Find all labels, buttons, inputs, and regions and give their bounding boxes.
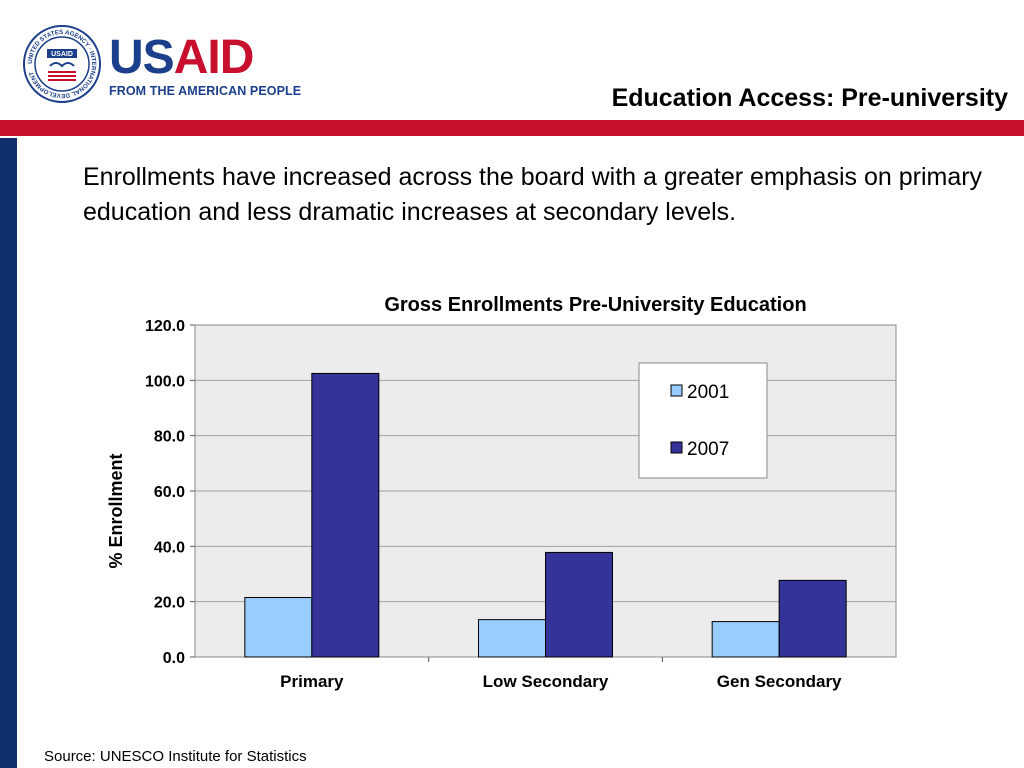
seal-center-label: USAID	[51, 51, 73, 58]
x-category-label: Low Secondary	[483, 672, 609, 691]
chart-title: Gross Enrollments Pre-University Educati…	[384, 294, 806, 316]
y-tick-label: 100.0	[145, 373, 185, 390]
y-tick-label: 80.0	[154, 429, 185, 446]
logo-word-us: US	[109, 31, 175, 84]
bar-2001-primary	[244, 597, 313, 658]
bar-2001-low-secondary	[478, 619, 546, 658]
logo-word-aid: AID	[173, 31, 255, 84]
y-tick-label: 60.0	[154, 484, 185, 501]
legend-swatch-2001	[670, 384, 683, 397]
x-category-label: Primary	[280, 672, 344, 691]
y-tick-label: 40.0	[154, 539, 185, 556]
logo-tagline: FROM THE AMERICAN PEOPLE	[109, 84, 302, 98]
source-note: Source: UNESCO Institute for Statistics	[44, 748, 307, 765]
legend-swatch-2007	[670, 441, 683, 454]
legend-box	[638, 362, 768, 479]
y-tick-label: 0.0	[163, 650, 185, 667]
y-tick-label: 20.0	[154, 595, 185, 612]
header-divider	[0, 120, 1024, 136]
intro-paragraph: Enrollments have increased across the bo…	[83, 163, 983, 226]
slide-title: Education Access: Pre-university	[611, 84, 1008, 112]
bar-2007-primary	[311, 372, 380, 658]
usaid-seal-icon: UNITED STATES AGENCY · INTERNATIONAL DEV…	[23, 25, 101, 103]
bar-2007-gen-secondary	[778, 579, 847, 658]
sidebar-stripe	[0, 138, 17, 768]
x-category-label: Gen Secondary	[717, 672, 842, 691]
bar-2001-gen-secondary	[711, 621, 780, 658]
y-tick-label: 120.0	[145, 318, 185, 335]
bar-2007-low-secondary	[545, 551, 613, 658]
y-axis-label: % Enrollment	[106, 453, 126, 568]
legend-label-2007: 2007	[687, 439, 729, 460]
legend-label-2001: 2001	[687, 382, 729, 403]
usaid-wordmark: USAID FROM THE AMERICAN PEOPLE	[109, 31, 302, 99]
